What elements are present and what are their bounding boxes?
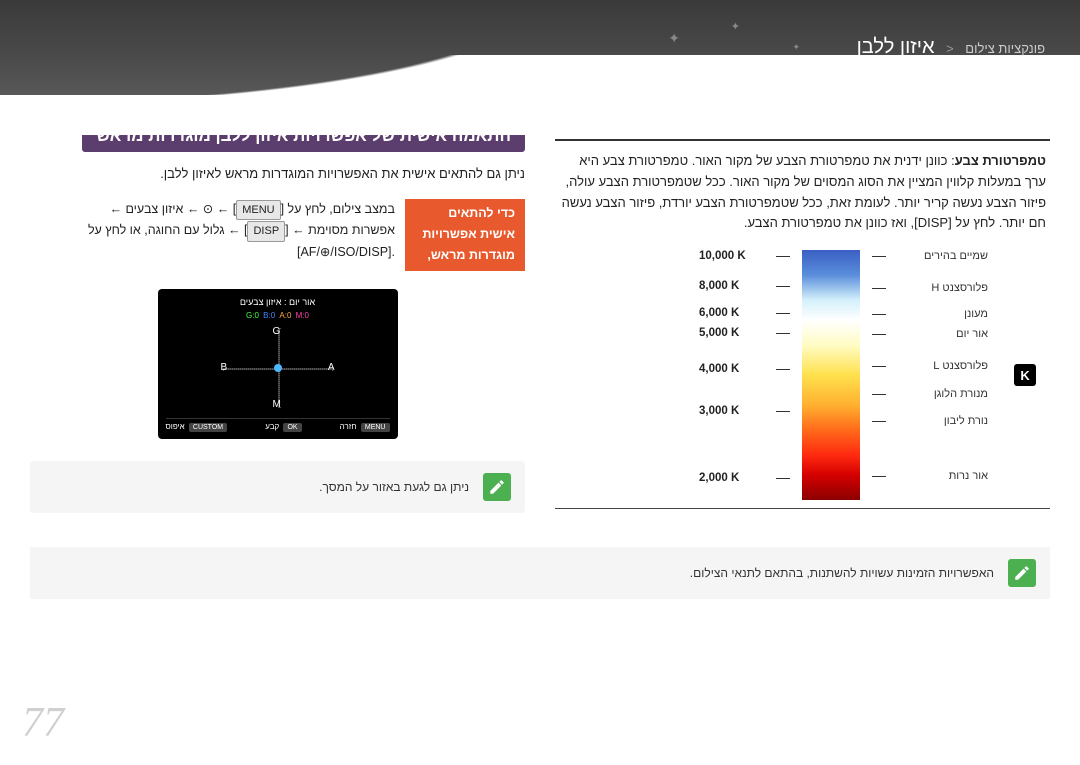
light-source-label: פלורסצנט H	[931, 282, 988, 294]
instruction-row-1: כדי להתאים אישית אפשרויות מוגדרות מראש, …	[30, 199, 525, 271]
kelvin-value: 8,000 K	[699, 280, 739, 292]
cam-title: אור יום : איזון צבעים	[166, 297, 390, 307]
disp-button-ref: DISP	[247, 221, 285, 242]
cam-footer: MENU חזרה OK קבע CUSTOM איפוס	[166, 418, 390, 431]
header-curve	[0, 55, 1080, 135]
kelvin-symbol: K	[1014, 364, 1036, 386]
instruction-text: במצב צילום, לחץ על [MENU] ← ⊙ ← איזון צב…	[30, 199, 395, 271]
kelvin-value: 10,000 K	[699, 250, 746, 262]
ticks-right	[872, 250, 886, 500]
menu-button-ref: MENU	[236, 200, 280, 221]
page-number: 77	[22, 699, 64, 747]
light-source-label: פלורסצנט L	[933, 360, 988, 372]
light-source-labels: שמיים בהירים פלורסצנט H מעונן אור יום פלורסצ…	[898, 250, 988, 500]
kelvin-value: 5,000 K	[699, 327, 739, 339]
right-column: סמל תיאור טמפרטורת צבע: כוונן ידנית את ט…	[555, 120, 1050, 523]
pen-icon	[1008, 559, 1036, 587]
kelvin-value: 2,000 K	[699, 472, 739, 484]
note-box: ניתן גם לגעת באזור על המסך.	[30, 461, 525, 513]
bottom-note-text: האפשרויות הזמינות עשויות להשתנות, בהתאם …	[690, 566, 994, 580]
light-source-label: אור נרות	[949, 470, 988, 482]
sparkle-decoration: ✦	[668, 30, 680, 47]
intro-text: ניתן גם להתאים אישית את האפשרויות המוגדר…	[30, 164, 525, 185]
light-source-label: מעונן	[964, 308, 988, 320]
light-source-label: שמיים בהירים	[924, 250, 988, 262]
note-text: ניתן גם לגעת באזור על המסך.	[319, 480, 469, 494]
button-combo: [AF/⊕/ISO/DISP].	[297, 245, 395, 259]
breadcrumb-sep: <	[946, 41, 954, 56]
pen-icon	[483, 473, 511, 501]
temp-gradient-bar	[802, 250, 860, 500]
left-column: התאמה אישית של אפשרויות איזון ללבן מוגדר…	[30, 120, 525, 523]
main-content: התאמה אישית של אפשרויות איזון ללבן מוגדר…	[0, 95, 1080, 523]
breadcrumb: פונקציות צילום < איזון ללבן	[857, 36, 1045, 59]
color-temp-chart: K שמיים בהירים פלורסצנט H מעונן אור יום פלור…	[555, 250, 1050, 500]
kelvin-value: 4,000 K	[699, 363, 739, 375]
sparkle-decoration: ✦	[731, 20, 740, 33]
bottom-note: האפשרויות הזמינות עשויות להשתנות, בהתאם …	[30, 547, 1050, 599]
divider	[555, 508, 1050, 509]
color-cross: G B A M	[223, 328, 333, 408]
page-header: ✦ ✦ ✦ פונקציות צילום < איזון ללבן	[0, 0, 1080, 95]
kelvin-value: 3,000 K	[699, 405, 739, 417]
page-title: איזון ללבן	[857, 36, 935, 58]
breadcrumb-category: פונקציות צילום	[965, 41, 1045, 56]
temp-description: טמפרטורת צבע: כוונן ידנית את טמפרטורת הצ…	[555, 151, 1050, 234]
kelvin-value: 6,000 K	[699, 307, 739, 319]
camera-preview: אור יום : איזון צבעים G:0 B:0 A:0 M:0 G …	[158, 289, 398, 439]
symbol-column: K	[1000, 250, 1050, 500]
cam-codes: G:0 B:0 A:0 M:0	[166, 311, 390, 320]
ticks-left	[776, 250, 790, 500]
wb-cursor	[274, 364, 282, 372]
light-source-label: נורת ליבון	[944, 415, 988, 427]
light-source-label: מנורת הלוגן	[934, 388, 988, 400]
instruction-label: כדי להתאים אישית אפשרויות מוגדרות מראש,	[405, 199, 525, 271]
kelvin-labels: 10,000 K 8,000 K 6,000 K 5,000 K 4,000 K 3,00…	[699, 250, 764, 500]
light-source-label: אור יום	[956, 328, 988, 340]
sparkle-decoration: ✦	[792, 42, 800, 53]
